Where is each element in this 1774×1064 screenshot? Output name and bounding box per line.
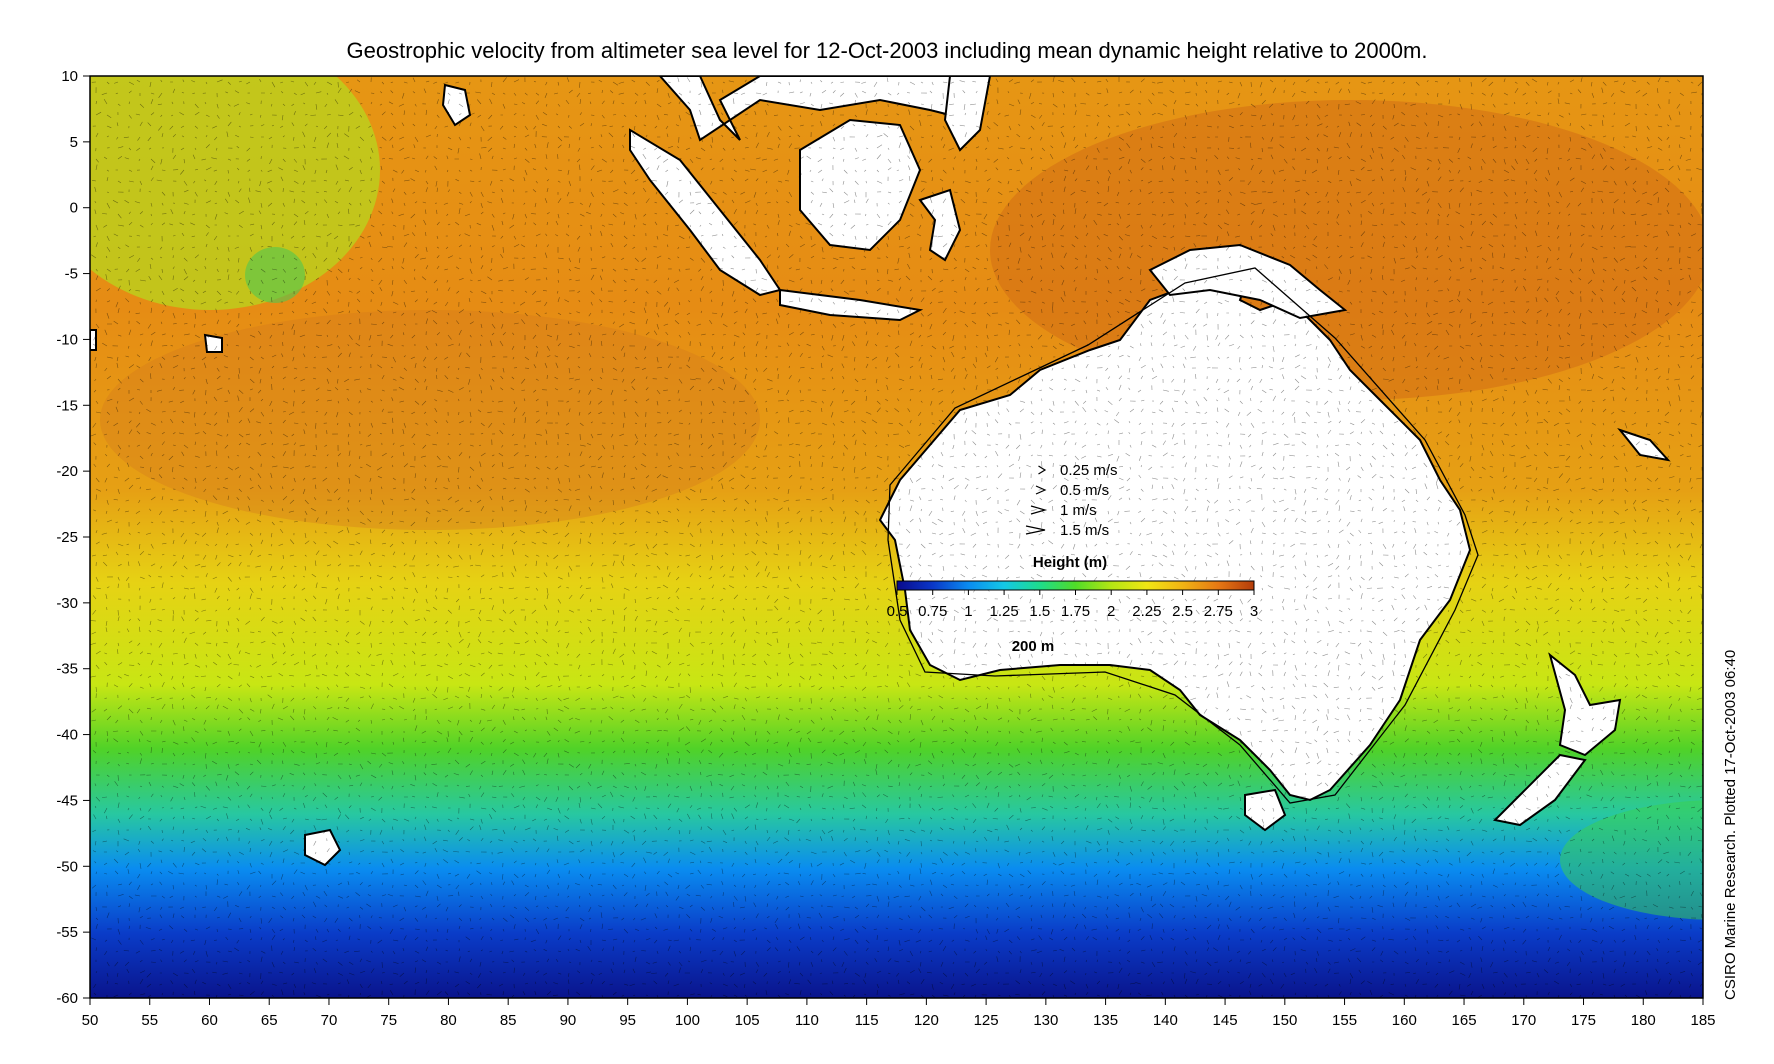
- island-new-caledonia: [1617, 427, 1671, 462]
- x-tick-label: 75: [380, 1012, 397, 1029]
- key-speed-label: 1 m/s: [1060, 502, 1097, 519]
- x-tick-label: 95: [619, 1012, 636, 1029]
- colorbar-tick-label: 1: [964, 603, 972, 620]
- isobath-label: 200 m: [1012, 638, 1055, 655]
- x-tick-label: 55: [141, 1012, 158, 1029]
- plot-area: [90, 76, 1703, 998]
- warm-pool-south-indian: [100, 310, 760, 530]
- x-axis-ticks: 50 55 60 65 70 75 80 85 90 95 100 105 110 115 120 125 13…: [82, 998, 1716, 1029]
- land-borneo: [799, 118, 922, 252]
- key-arrow-icon: [1030, 505, 1048, 515]
- key-speed-label: 0.25 m/s: [1060, 462, 1118, 479]
- x-tick-label: 170: [1511, 1012, 1536, 1029]
- y-tick-label: 10: [61, 68, 78, 85]
- island-mauritius: [203, 333, 223, 353]
- velocity-key: 0.25 m/s 0.5 m/s 1 m/s 1.5 m/s: [1025, 462, 1118, 539]
- y-tick-label: -40: [56, 727, 78, 744]
- x-tick-label: 130: [1033, 1012, 1058, 1029]
- y-tick-label: -60: [56, 990, 78, 1007]
- x-tick-label: 110: [795, 1012, 819, 1029]
- colorbar-tick-label: 0.75: [918, 603, 947, 620]
- x-tick-label: 180: [1631, 1012, 1656, 1029]
- x-tick-label: 135: [1093, 1012, 1118, 1029]
- land: [90, 76, 1671, 867]
- key-arrow-icon: [1035, 485, 1047, 495]
- key-speed-label: 0.5 m/s: [1060, 482, 1109, 499]
- key-speed-label: 1.5 m/s: [1060, 522, 1109, 539]
- x-tick-label: 50: [82, 1012, 99, 1029]
- x-tick-label: 175: [1571, 1012, 1596, 1029]
- isobath-200m: [887, 267, 1479, 804]
- x-tick-label: 85: [500, 1012, 517, 1029]
- y-tick-label: 0: [70, 200, 78, 217]
- colorbar-tick-label: 0.5: [887, 603, 908, 620]
- land-philippines: [943, 76, 992, 152]
- y-tick-label: -55: [56, 924, 78, 941]
- colorbar-tick-label: 2.75: [1204, 603, 1233, 620]
- land-sri-lanka: [441, 83, 472, 127]
- colorbar: Height (m) 0.5 0.75 1 1.25 1.5 1.75 2 2.25 2.5 2.…: [887, 554, 1259, 620]
- land-java: [779, 288, 924, 322]
- y-tick-label: -30: [56, 595, 78, 612]
- x-tick-label: 80: [440, 1012, 457, 1029]
- key-arrow-icon: [1038, 465, 1047, 475]
- y-tick-label: -15: [56, 397, 78, 414]
- x-tick-label: 70: [321, 1012, 338, 1029]
- y-tick-label: 5: [70, 134, 78, 151]
- island-madagascar-edge: [90, 329, 97, 351]
- x-tick-label: 115: [855, 1012, 879, 1029]
- y-tick-label: -10: [56, 331, 78, 348]
- x-tick-label: 65: [261, 1012, 278, 1029]
- land-sulawesi: [918, 188, 962, 262]
- colorbar-tick-label: 1.75: [1061, 603, 1090, 620]
- colorbar-title: Height (m): [1033, 554, 1107, 571]
- x-tick-label: 125: [974, 1012, 999, 1029]
- land-new-guinea: [1148, 243, 1348, 320]
- y-tick-label: -20: [56, 463, 78, 480]
- land-sumatra: [629, 128, 782, 297]
- credit-text: CSIRO Marine Research. Plotted 17-Oct-20…: [1722, 649, 1739, 1000]
- y-tick-label: -25: [56, 529, 78, 546]
- y-tick-label: -5: [65, 266, 78, 283]
- key-arrow-icon: [1025, 525, 1046, 535]
- y-tick-label: -45: [56, 792, 78, 809]
- colorbar-tick-label: 3: [1250, 603, 1258, 620]
- colorbar-tick-label: 2.5: [1172, 603, 1193, 620]
- x-tick-label: 140: [1153, 1012, 1178, 1029]
- map-title: Geostrophic velocity from altimeter sea …: [346, 38, 1428, 63]
- colorbar-tick-label: 2: [1107, 603, 1115, 620]
- x-tick-label: 60: [201, 1012, 218, 1029]
- x-tick-label: 165: [1452, 1012, 1477, 1029]
- x-tick-label: 90: [560, 1012, 577, 1029]
- colorbar-ramp: [896, 580, 1255, 591]
- island-kerguelen: [304, 828, 342, 867]
- x-tick-label: 150: [1272, 1012, 1297, 1029]
- y-axis-ticks: 10 5 0 -5 -10 -15 -20 -25 -30 -35 -40 -45 -50 -55 -60: [56, 68, 90, 1007]
- y-tick-label: -50: [56, 858, 78, 875]
- green-patch-tasman: [1560, 800, 1703, 920]
- colorbar-tick-label: 2.25: [1132, 603, 1161, 620]
- x-tick-label: 185: [1690, 1012, 1715, 1029]
- x-tick-label: 160: [1392, 1012, 1417, 1029]
- land-new-zealand-south: [1492, 753, 1587, 827]
- land-tasmania: [1244, 788, 1287, 832]
- colorbar-tick-label: 1.25: [989, 603, 1018, 620]
- x-tick-label: 100: [675, 1012, 700, 1029]
- x-tick-label: 105: [735, 1012, 760, 1029]
- colorbar-tick-label: 1.5: [1029, 603, 1050, 620]
- equatorial-green-core: [245, 247, 305, 303]
- x-tick-label: 145: [1213, 1012, 1238, 1029]
- y-tick-label: -35: [56, 661, 78, 678]
- land-new-zealand-north: [1548, 652, 1622, 757]
- x-tick-label: 120: [914, 1012, 939, 1029]
- equatorial-green-west: [90, 76, 380, 310]
- x-tick-label: 155: [1332, 1012, 1357, 1029]
